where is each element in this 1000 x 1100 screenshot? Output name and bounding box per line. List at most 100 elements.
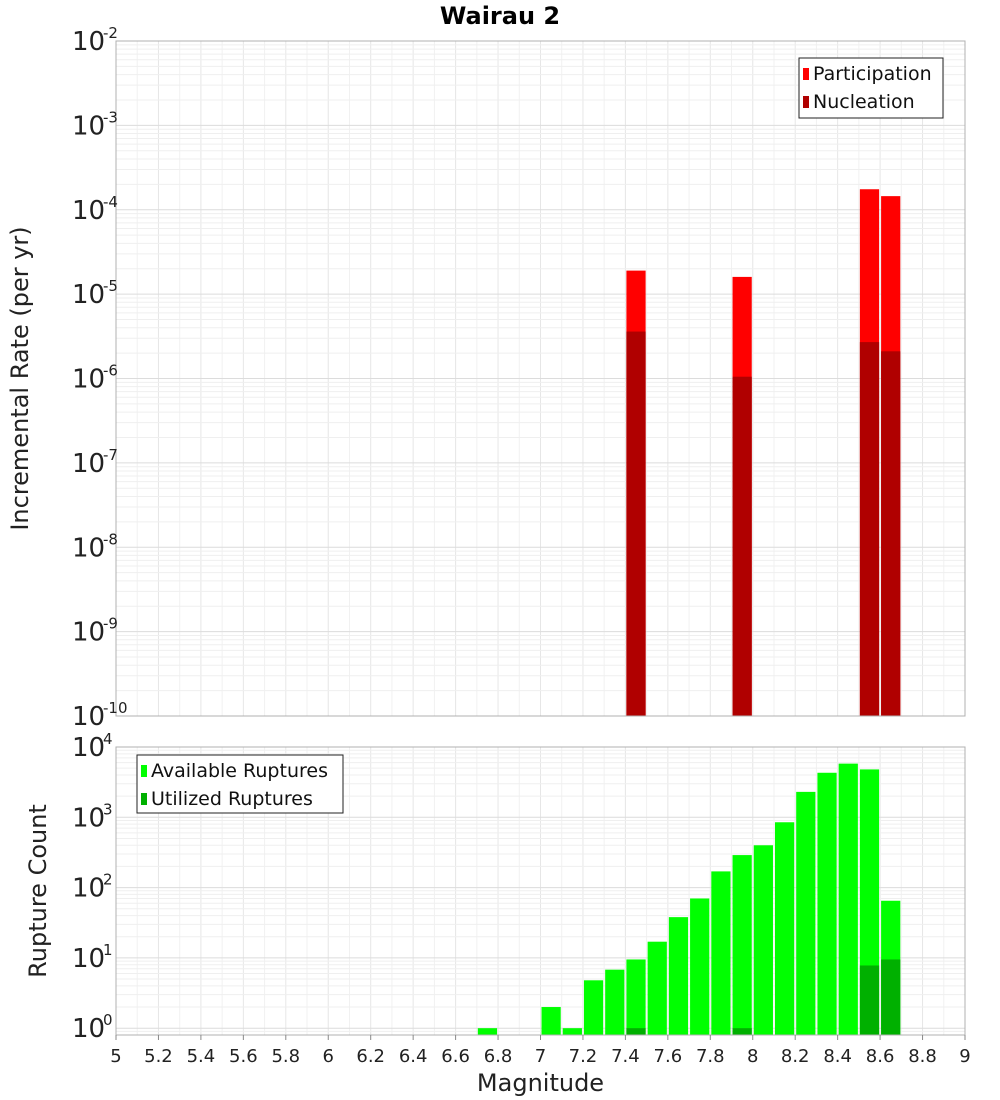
x-axis-label: Magnitude — [477, 1069, 604, 1097]
bar-available-ruptures — [626, 959, 646, 1035]
top-plot-frame — [115, 40, 966, 717]
y-tick-base: 10 — [72, 944, 105, 974]
bar-nucleation — [732, 376, 752, 716]
bottom-bars — [477, 763, 901, 1035]
legend-swatch — [141, 793, 147, 805]
bar-nucleation — [881, 351, 901, 716]
bar-available-ruptures — [690, 898, 710, 1035]
x-tick-label: 5.2 — [144, 1046, 173, 1067]
y-tick-base: 10 — [72, 618, 105, 648]
y-tick-exponent: -8 — [103, 530, 118, 548]
bar-available-ruptures — [477, 1028, 498, 1035]
bar-available-ruptures — [562, 1028, 582, 1035]
y-tick-label: 10-10 — [72, 699, 128, 732]
bar-nucleation — [626, 331, 646, 716]
y-tick-label: 10-4 — [72, 193, 118, 226]
bar-available-ruptures — [541, 1007, 561, 1035]
bottom-x-ticks: 5 5.2 5.4 5.6 5.8 6 6.2 6.4 6.6 6.8 7 7.2 7.4 7.6 7.8 8… — [110, 1035, 971, 1067]
x-tick-label: 5 — [110, 1046, 121, 1067]
y-tick-base: 10 — [72, 874, 105, 904]
y-tick-base: 10 — [72, 1014, 105, 1044]
y-tick-exponent: -9 — [103, 615, 118, 633]
y-tick-base: 10 — [72, 196, 105, 226]
x-tick-label: 8.8 — [908, 1046, 937, 1067]
top-legend: Participation Nucleation — [798, 57, 944, 119]
top-y-axis-label: Incremental Rate (per yr) — [6, 226, 34, 530]
bottom-legend: Available Ruptures Utilized Ruptures — [136, 754, 344, 814]
x-tick-label: 7.8 — [696, 1046, 725, 1067]
y-tick-exponent: -5 — [103, 277, 118, 295]
y-tick-exponent: -10 — [103, 699, 128, 717]
y-tick-exponent: -3 — [103, 108, 118, 126]
legend-label: Utilized Ruptures — [151, 788, 313, 810]
y-tick-exponent: -2 — [103, 24, 118, 42]
bottom-y-axis-label: Rupture Count — [24, 804, 52, 978]
y-tick-base: 10 — [72, 449, 105, 479]
chart-title: Wairau 2 — [440, 2, 560, 30]
legend-label: Nucleation — [813, 91, 915, 113]
bar-utilized-ruptures — [626, 1028, 646, 1035]
y-tick-label: 10-7 — [72, 446, 118, 479]
x-tick-label: 7.4 — [611, 1046, 640, 1067]
legend-box — [136, 754, 344, 814]
x-tick-label: 8.2 — [781, 1046, 810, 1067]
legend-swatch — [803, 68, 809, 80]
y-tick-label: 10-3 — [72, 108, 118, 141]
y-tick-exponent: -7 — [103, 446, 118, 464]
y-tick-base: 10 — [72, 702, 105, 732]
y-tick-base: 10 — [72, 111, 105, 141]
y-tick-exponent: 2 — [103, 871, 113, 889]
x-tick-label: 6.8 — [484, 1046, 513, 1067]
y-tick-base: 10 — [72, 27, 105, 57]
y-tick-label: 10-6 — [72, 362, 118, 395]
bar-available-ruptures — [774, 822, 795, 1035]
bar-available-ruptures — [817, 772, 837, 1035]
y-tick-label: 10-9 — [72, 615, 118, 648]
bar-available-ruptures — [753, 845, 773, 1035]
y-tick-base: 10 — [72, 365, 105, 395]
x-tick-label: 8.4 — [823, 1046, 852, 1067]
x-tick-label: 7.2 — [569, 1046, 598, 1067]
x-tick-label: 5.6 — [229, 1046, 258, 1067]
bar-available-ruptures — [647, 941, 667, 1035]
x-tick-label: 5.8 — [271, 1046, 300, 1067]
x-tick-label: 5.4 — [187, 1046, 216, 1067]
y-tick-exponent: 4 — [103, 730, 113, 748]
y-tick-base: 10 — [72, 803, 105, 833]
legend-swatch — [141, 765, 147, 777]
bar-available-ruptures — [711, 871, 731, 1035]
bar-available-ruptures — [605, 969, 625, 1035]
bar-available-ruptures — [838, 763, 858, 1035]
top-plot: 10-210-310-410-510-610-710-810-910-10 In… — [6, 24, 966, 732]
y-tick-exponent: 1 — [103, 941, 113, 959]
x-tick-label: 8.6 — [866, 1046, 895, 1067]
x-tick-label: 9 — [959, 1046, 970, 1067]
bar-available-ruptures — [583, 980, 604, 1035]
legend-label: Available Ruptures — [151, 760, 328, 782]
x-tick-label: 6 — [323, 1046, 334, 1067]
x-tick-label: 7.6 — [654, 1046, 683, 1067]
y-tick-base: 10 — [72, 533, 105, 563]
x-tick-label: 7 — [535, 1046, 546, 1067]
top-y-ticks: 10-210-310-410-510-610-710-810-910-10 — [72, 24, 128, 732]
y-tick-label: 101 — [72, 941, 113, 974]
bar-available-ruptures — [732, 855, 752, 1035]
top-bars — [626, 189, 901, 717]
y-tick-label: 10-2 — [72, 24, 118, 57]
bar-available-ruptures — [668, 917, 689, 1035]
y-tick-label: 102 — [72, 871, 113, 904]
y-tick-exponent: -4 — [103, 193, 118, 211]
y-tick-label: 100 — [72, 1011, 113, 1044]
x-tick-label: 6.6 — [441, 1046, 470, 1067]
legend-label: Participation — [813, 63, 932, 85]
y-tick-label: 104 — [72, 730, 113, 763]
y-tick-label: 10-8 — [72, 530, 118, 563]
bar-utilized-ruptures — [881, 959, 901, 1035]
bar-nucleation — [859, 342, 880, 716]
legend-box — [798, 57, 944, 119]
x-tick-label: 8 — [747, 1046, 758, 1067]
y-tick-label: 10-5 — [72, 277, 118, 310]
